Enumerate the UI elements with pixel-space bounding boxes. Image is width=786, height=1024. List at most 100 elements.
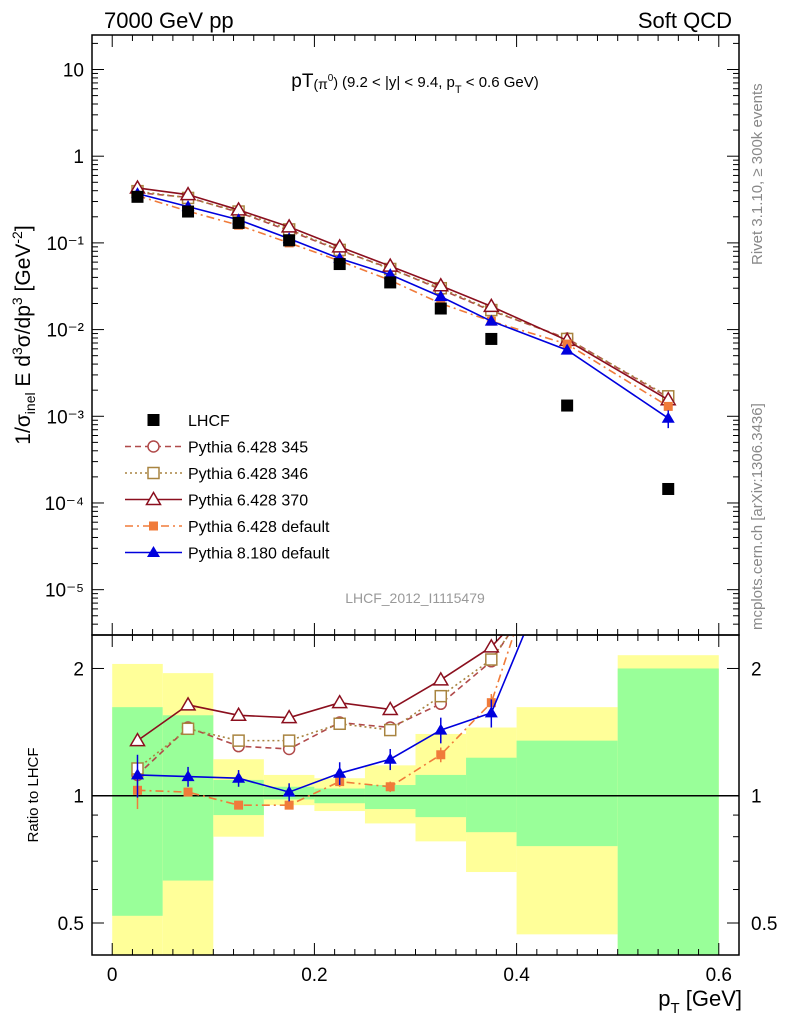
legend-marker-lhcf xyxy=(147,414,160,426)
main-marks xyxy=(129,179,677,495)
data-point-p370 xyxy=(179,186,197,201)
ratio-point-p6def xyxy=(183,787,193,797)
ratio-point-p8def xyxy=(130,768,144,780)
legend-label-p370: Pythia 6.428 370 xyxy=(188,493,308,510)
main-ylabel: 1/σinel E d3σ/dp3 [GeV-2] xyxy=(9,225,38,444)
main-title: pT(π0) (9.2 < |y| < 9.4, pT < 0.6 GeV) xyxy=(291,71,538,96)
legend-marker-p6def xyxy=(149,521,158,531)
ratio-point-p8def xyxy=(282,785,296,797)
data-point-p6def xyxy=(663,401,673,411)
ratio-xtick-label: 0.2 xyxy=(301,965,327,986)
main-ytick-label: 10⁻⁴ xyxy=(45,494,84,515)
series-line-p345 xyxy=(137,191,669,399)
ratio-point-p346 xyxy=(485,653,498,666)
data-point-p8def xyxy=(434,290,448,302)
legend-marker-p8def xyxy=(147,546,160,557)
data-point-p370 xyxy=(331,238,348,253)
ratio-point-p346 xyxy=(333,717,346,731)
band-green xyxy=(516,740,618,847)
ratio-point-p370 xyxy=(129,732,146,747)
ratio-point-p346 xyxy=(282,734,296,747)
band-green xyxy=(162,715,214,881)
ratio-xtick-label: 0.6 xyxy=(706,965,732,986)
ratio-axes: 0.5 0.5 1 1 2 2 0 0.2 0.4 0.6 xyxy=(58,635,777,986)
legend-label-p346: Pythia 6.428 346 xyxy=(188,466,308,483)
ratio-point-p370 xyxy=(432,671,450,686)
band-green xyxy=(617,668,719,955)
ratio-ytick-label: 0.5 xyxy=(58,914,84,935)
ratio-point-p8def xyxy=(232,771,246,783)
data-point-lhcf xyxy=(561,399,574,412)
data-point-lhcf xyxy=(333,258,346,271)
main-ytick-label: 10⁻¹ xyxy=(47,234,85,255)
data-point-lhcf xyxy=(182,205,195,218)
ratio-ytick-label-right: 2 xyxy=(751,659,762,680)
series-line-p8def xyxy=(137,192,669,419)
ratio-xtick-label: 0 xyxy=(107,965,118,986)
ratio-point-p346 xyxy=(383,723,397,737)
ratio-ylabel: Ratio to LHCF xyxy=(25,747,42,842)
legend-label-p8def: Pythia 8.180 default xyxy=(188,546,330,563)
ratio-point-p8def xyxy=(333,766,347,778)
legend: LHCF Pythia 6.428 345 Pythia 6.428 346 Pyth… xyxy=(125,413,330,563)
ratio-point-p6def xyxy=(436,750,446,760)
legend-label-p345: Pythia 6.428 345 xyxy=(188,440,308,457)
series-line-p6def xyxy=(137,194,669,408)
data-point-lhcf xyxy=(434,302,447,315)
ratio-point-p8def xyxy=(383,752,397,764)
rivet-label: Rivet 3.1.10, ≥ 300k events xyxy=(749,83,766,265)
main-ytick-label: 10⁻³ xyxy=(47,407,85,428)
legend-marker-p346 xyxy=(147,466,160,480)
ratio-point-p8def xyxy=(181,770,195,782)
data-point-lhcf xyxy=(662,482,675,495)
series-line-p370 xyxy=(137,187,669,401)
data-point-lhcf xyxy=(485,332,498,345)
main-ytick-label: 10⁻⁵ xyxy=(45,581,84,602)
ratio-point-p370 xyxy=(381,700,399,716)
data-point-lhcf xyxy=(232,216,245,229)
ratio-point-p370 xyxy=(179,696,197,711)
data-point-lhcf xyxy=(384,276,397,289)
ratio-ytick-label: 1 xyxy=(73,787,84,808)
header-right: Soft QCD xyxy=(638,8,732,33)
watermark: LHCF_2012_I1115479 xyxy=(345,590,485,606)
data-point-p8def xyxy=(484,314,498,326)
legend-marker-p370 xyxy=(145,491,162,506)
main-axes: 10⁻⁵ 10⁻⁴ 10⁻³ 10⁻² 10⁻¹ 1 10 xyxy=(45,35,739,636)
ratio-ytick-label-right: 1 xyxy=(751,787,762,808)
ratio-line-p6def xyxy=(137,634,515,806)
legend-label-lhcf: LHCF xyxy=(188,413,230,430)
ratio-point-p8def xyxy=(434,723,448,735)
ratio-point-p6def xyxy=(284,800,294,810)
main-ytick-label: 10 xyxy=(63,60,84,81)
ratio-point-p6def xyxy=(385,782,395,792)
legend-marker-p345 xyxy=(147,440,160,453)
data-point-lhcf xyxy=(283,234,296,247)
main-ytick-label: 10⁻² xyxy=(47,321,85,342)
ratio-point-p8def xyxy=(484,706,498,718)
ratio-point-p346 xyxy=(181,722,195,736)
data-point-lhcf xyxy=(131,190,144,203)
ratio-xlabel: pT [GeV] xyxy=(658,986,742,1017)
legend-label-p6def: Pythia 6.428 default xyxy=(188,519,330,536)
ratio-point-p346 xyxy=(434,689,448,703)
main-ytick-label: 1 xyxy=(73,147,84,168)
data-point-p8def xyxy=(661,411,675,423)
data-point-p370 xyxy=(483,297,500,313)
ratio-point-p370 xyxy=(230,706,247,722)
ratio-point-p370 xyxy=(331,694,348,709)
ratio-point-p370 xyxy=(280,709,298,724)
ratio-point-p346 xyxy=(232,734,245,747)
ratio-ytick-label: 2 xyxy=(73,659,84,680)
header-left: 7000 GeV pp xyxy=(104,8,234,33)
band-green xyxy=(466,757,517,833)
ratio-point-p6def xyxy=(234,800,244,810)
ratio-marks xyxy=(92,634,739,955)
data-point-p8def xyxy=(383,268,397,280)
ratio-xtick-label: 0.4 xyxy=(503,965,530,986)
series-line-p346 xyxy=(137,190,669,397)
data-point-p8def xyxy=(560,343,574,355)
ratio-panel: 0.5 0.5 1 1 2 2 0 0.2 0.4 0.6 Ratio to LHCF pT [G… xyxy=(25,634,777,1017)
mcplots-label: mcplots.cern.ch [arXiv:1306.3436] xyxy=(749,403,766,630)
